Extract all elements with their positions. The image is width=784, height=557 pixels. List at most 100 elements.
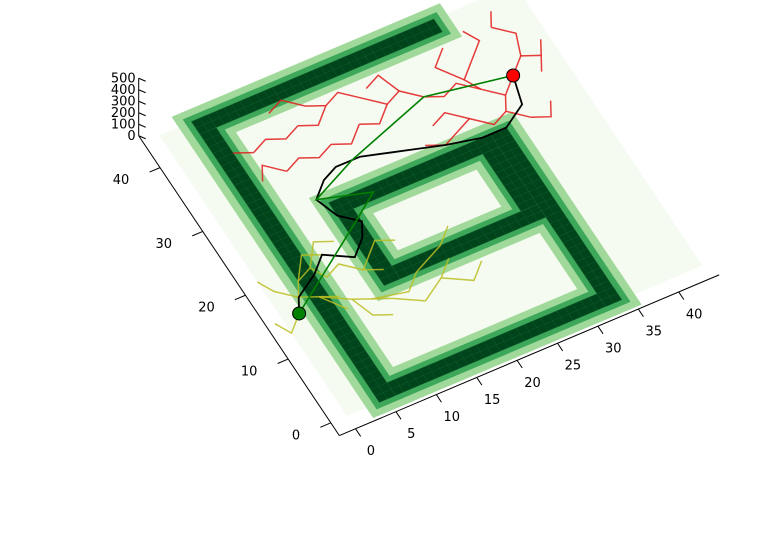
wall-grid-line [328, 318, 345, 326]
backward-tree-branch-15 [331, 124, 360, 146]
y-tick-mark [192, 230, 203, 237]
forward-tree-branch-10 [441, 260, 483, 282]
wall-grid-line [259, 216, 276, 224]
wall-grid-line [498, 146, 538, 205]
wall-grid-line [601, 293, 618, 301]
x-tick-mark [557, 342, 564, 352]
backward-tree-branch-11 [539, 39, 542, 56]
forward-tree-branch-9 [392, 258, 450, 302]
wall-grid-line [532, 191, 550, 199]
wall-grid-line [558, 229, 575, 237]
wall-grid-line [332, 325, 349, 333]
wall-grid-line [584, 267, 601, 275]
wall-grid-line [242, 191, 259, 199]
z-tick-label: 100 [111, 118, 136, 133]
wall-grid-line [195, 25, 439, 129]
wall-grid-line [349, 350, 366, 358]
y-axis-line [138, 135, 340, 436]
forward-tree-branch-2 [319, 296, 393, 301]
x-tick-mark [476, 377, 483, 386]
wall-grid-line [298, 274, 315, 282]
wall-grid-line [521, 204, 538, 212]
wall-grid-line [515, 165, 533, 173]
x-tick-label: 15 [484, 393, 501, 408]
wall-grid-line [508, 185, 525, 193]
backward-tree-branch-7 [434, 47, 465, 81]
x-tick-mark [516, 360, 523, 369]
wall-grid-line [486, 153, 504, 161]
solution-path-line [297, 75, 524, 314]
y-tick-mark [149, 167, 161, 173]
wall-grid-line [374, 293, 618, 397]
forward-tree-branch-12 [362, 239, 396, 271]
wall-grid-line [605, 299, 622, 307]
wall-grid-line [494, 133, 511, 141]
wall-grid-line [499, 172, 516, 180]
backward-tree-branch-18 [268, 99, 306, 114]
wall-grid-line [396, 210, 542, 273]
wall-grid-line [541, 203, 558, 211]
wall-grid-line [217, 152, 234, 161]
z-tick-label: 200 [111, 106, 136, 121]
wall-grid-line [328, 134, 491, 203]
backward-tree-branch-19 [286, 143, 332, 172]
wall-grid-line [503, 178, 521, 186]
wall-layer [171, 3, 642, 418]
forward-tree-branch-11 [309, 240, 334, 268]
wall-grid-line [571, 248, 588, 256]
x-axis-line [339, 274, 720, 437]
y-tick-mark [277, 358, 289, 364]
backward-tree-branch-0 [504, 75, 531, 118]
wall-grid-line [503, 146, 520, 154]
y-tick-mark [234, 294, 246, 301]
backward-tree-branch-12 [365, 74, 400, 92]
wall-grid-line [238, 184, 255, 192]
wall-grid-line [562, 235, 580, 243]
wall-grid-line [375, 265, 392, 274]
wall-grid-line [554, 223, 571, 231]
wall-grid-line [384, 278, 401, 286]
wall-grid-line [336, 331, 353, 339]
wall-grid-line [379, 299, 622, 403]
x-tick-label: 25 [565, 359, 582, 374]
wall-grid-line [337, 208, 354, 216]
wall-grid-line [293, 267, 311, 275]
z-tick-mark [138, 135, 146, 140]
wall-grid-line [575, 254, 592, 263]
x-tick-label: 0 [367, 444, 375, 459]
backward-tree-branch-21 [261, 164, 288, 182]
y-tick-label: 0 [292, 428, 300, 443]
wall-grid-line [246, 197, 264, 205]
wall-grid-line [340, 337, 358, 346]
backward-tree-branch-16 [462, 30, 481, 61]
wall-grid-line [268, 229, 285, 237]
wall-grid-line [332, 202, 350, 210]
wall-grid-line [528, 184, 545, 192]
wall-grid-line [366, 376, 383, 384]
wall-grid-line [588, 274, 605, 282]
marker-layer [292, 68, 521, 321]
wall-grid-line [234, 178, 251, 186]
y-tick-mark [320, 422, 332, 428]
z-tick-mark [138, 123, 146, 128]
wall-grid-line [482, 153, 522, 212]
wall-grid-line [498, 130, 614, 304]
wall-grid-line [579, 261, 597, 269]
wall-grid-line [545, 210, 562, 218]
forward-tree-branch-8 [351, 298, 394, 316]
wall-grid-line [379, 395, 396, 403]
wall-grid-line [199, 31, 443, 135]
goal-marker [506, 68, 521, 83]
wall-grid-line [323, 312, 341, 320]
wall-grid-line [367, 253, 384, 261]
wall-grid-line [549, 216, 567, 224]
z-tick-mark [138, 89, 146, 94]
wall-grid-line [495, 166, 512, 174]
backward-tree-branch-17 [297, 105, 327, 127]
backward-tree-branch-13 [359, 103, 388, 126]
y-tick-label: 30 [155, 237, 172, 252]
wall-grid-line [391, 204, 538, 267]
wall-grid-line [520, 171, 537, 180]
y-tick-label: 20 [198, 301, 215, 316]
backward-tree-branch-10 [530, 100, 552, 118]
